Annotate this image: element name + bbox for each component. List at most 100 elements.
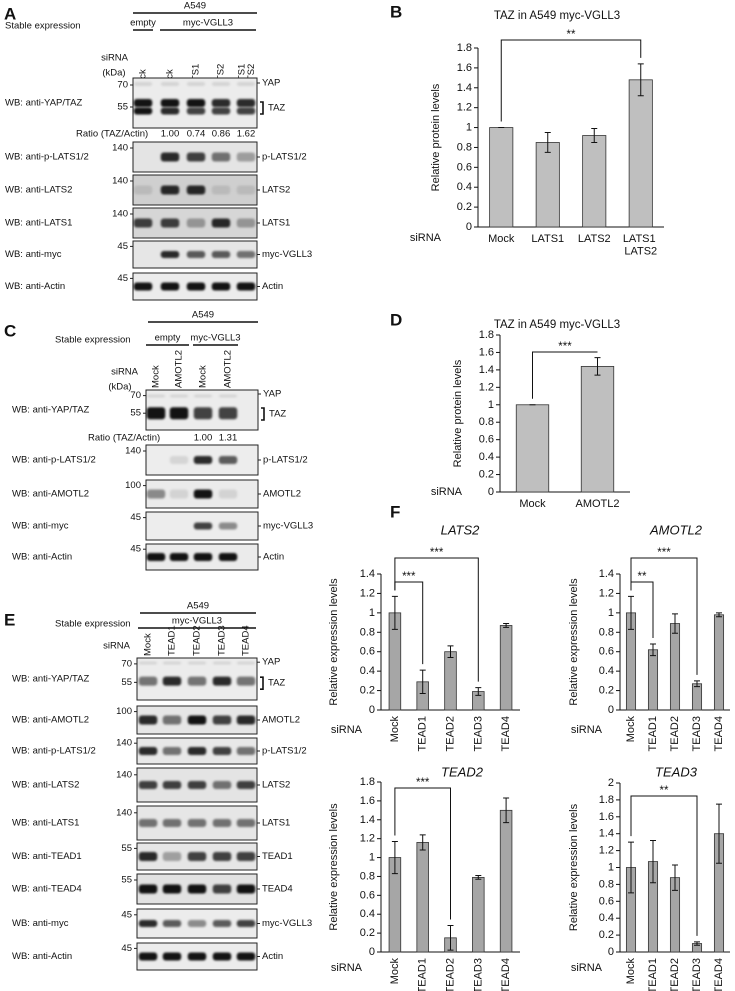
- antibody-label: WB: anti-p-LATS1/2: [5, 152, 89, 163]
- band: [236, 676, 256, 686]
- error-bar: [637, 63, 644, 97]
- band: [187, 661, 207, 665]
- error-bar: [503, 797, 510, 824]
- band: [236, 952, 256, 961]
- bar: [499, 625, 513, 711]
- x-tick-label: Mock: [625, 716, 637, 743]
- bar: [472, 876, 485, 953]
- antibody-label: WB: anti-TEAD1: [12, 851, 82, 862]
- band: [138, 819, 158, 827]
- band: [212, 747, 232, 755]
- target-label: myc-VGLL3: [263, 521, 313, 532]
- band: [218, 489, 238, 499]
- band: [236, 661, 256, 665]
- y-tick-label: 0: [369, 704, 375, 716]
- panel-label: B: [390, 3, 402, 22]
- x-tick-label: TEAD1: [417, 958, 429, 991]
- band-bracket: [261, 407, 265, 421]
- error-bar: [650, 643, 656, 657]
- y-tick-label: 0.2: [360, 685, 375, 697]
- panel-label: D: [390, 311, 402, 330]
- group-label: myc-VGLL3: [190, 333, 240, 344]
- ratio-label: Ratio (TAZ/Actin): [76, 129, 148, 140]
- lane-label: TEAD2: [192, 625, 203, 656]
- target-label: TAZ: [269, 409, 286, 420]
- band: [193, 553, 213, 561]
- y-tick-label: 1: [466, 122, 472, 134]
- band: [133, 99, 153, 107]
- bar: [580, 365, 615, 493]
- band: [187, 852, 207, 861]
- bar: [499, 809, 513, 953]
- y-tick-label: 1.2: [479, 381, 494, 393]
- y-tick-label: 0.8: [479, 416, 494, 428]
- y-tick-label: 1.4: [360, 814, 375, 826]
- sirna-label: siRNA: [111, 367, 139, 378]
- band: [133, 185, 153, 195]
- y-tick-label: 1: [369, 607, 375, 619]
- marker-label: 70: [130, 390, 141, 401]
- band: [162, 747, 182, 755]
- band: [162, 952, 182, 961]
- target-label: p-LATS1/2: [263, 455, 308, 466]
- antibody-label: WB: anti-p-LATS1/2: [12, 455, 96, 466]
- y-tick-label: 0.2: [479, 469, 494, 481]
- band: [160, 99, 180, 107]
- band: [160, 107, 180, 115]
- chart-title: TAZ in A549 myc-VGLL3: [494, 10, 620, 22]
- significance-label: ***: [558, 341, 572, 353]
- band: [236, 218, 256, 228]
- band: [162, 661, 182, 665]
- target-label: TEAD1: [262, 851, 293, 862]
- antibody-label: WB: anti-LATS1: [5, 218, 72, 229]
- y-axis-label: Relative expression levels: [328, 578, 340, 706]
- band: [211, 82, 231, 86]
- y-tick-label: 0: [608, 946, 614, 958]
- significance-label: ***: [430, 547, 444, 559]
- x-tick-label: TEAD4: [713, 958, 725, 991]
- y-tick-label: 1.4: [360, 568, 375, 580]
- chart-title: TAZ in A549 myc-VGLL3: [494, 319, 620, 331]
- x-tick-label: LATS1: [531, 233, 564, 245]
- kda-label: (kDa): [108, 382, 131, 393]
- ratio-value: 1.31: [219, 433, 238, 444]
- error-bar: [628, 595, 634, 630]
- y-tick-label: 0.2: [360, 927, 375, 939]
- error-bar: [447, 925, 454, 951]
- band: [186, 82, 206, 86]
- error-bar: [447, 645, 454, 659]
- significance-label: **: [638, 571, 647, 583]
- band: [211, 99, 231, 107]
- error-bar: [475, 687, 482, 696]
- band: [186, 251, 206, 258]
- marker-label: 140: [112, 143, 128, 154]
- marker-label: 140: [112, 176, 128, 187]
- antibody-label: WB: anti-Actin: [12, 951, 72, 962]
- ratio-value: 0.74: [187, 129, 206, 140]
- band: [193, 407, 213, 420]
- band: [236, 185, 256, 195]
- marker-label: 70: [117, 80, 128, 91]
- band: [211, 218, 231, 228]
- band: [138, 952, 158, 961]
- x-tick-label: TEAD4: [713, 716, 725, 751]
- band: [162, 819, 182, 827]
- lane-label: TEAD4: [241, 625, 252, 656]
- panel-label: E: [4, 611, 15, 630]
- antibody-label: WB: anti-YAP/TAZ: [5, 98, 82, 109]
- band: [160, 282, 180, 291]
- x-axis-label: siRNA: [331, 962, 363, 974]
- y-tick-label: 0.6: [599, 895, 614, 907]
- significance-bracket: [394, 557, 479, 682]
- panel-label: F: [390, 503, 400, 522]
- band: [236, 747, 256, 755]
- y-tick-label: 1.6: [479, 346, 494, 358]
- significance-bracket: [630, 557, 698, 675]
- error-bar: [591, 128, 598, 143]
- antibody-label: WB: anti-Actin: [12, 552, 72, 563]
- target-label: LATS2: [262, 780, 290, 791]
- x-tick-label: TEAD2: [669, 716, 681, 751]
- error-bar: [694, 680, 700, 688]
- y-tick-label: 1.6: [599, 811, 614, 823]
- target-label: myc-VGLL3: [262, 249, 312, 260]
